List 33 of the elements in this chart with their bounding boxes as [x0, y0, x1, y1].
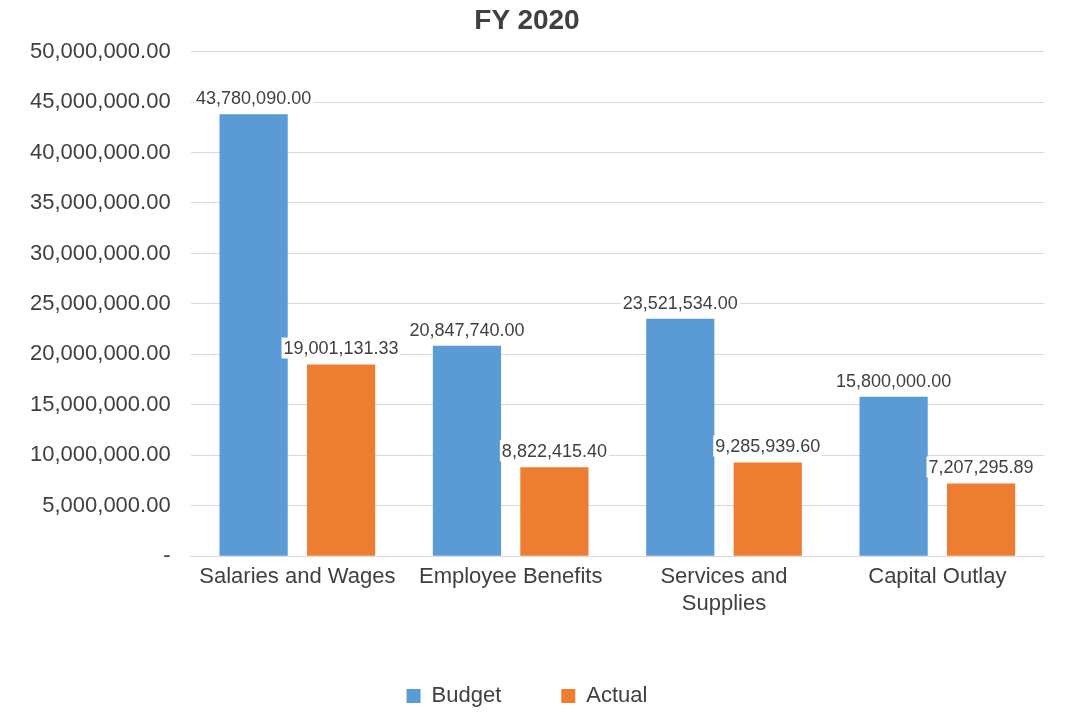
y-tick-label: 30,000,000.00 — [29, 239, 171, 265]
y-tick-label: 5,000,000.00 — [42, 491, 171, 517]
bar — [859, 396, 928, 556]
y-tick-label: 10,000,000.00 — [29, 441, 171, 467]
bar — [946, 483, 1016, 556]
data-label: 8,822,415.40 — [501, 441, 607, 462]
y-tick-label: 15,000,000.00 — [29, 390, 171, 416]
y-tick-label: 25,000,000.00 — [29, 289, 171, 315]
y-tick-label: 45,000,000.00 — [29, 88, 171, 114]
data-label: 19,001,131.33 — [283, 338, 399, 359]
y-tick-label: - — [163, 542, 171, 568]
data-label: 7,207,295.89 — [928, 457, 1034, 478]
chart-title: FY 2020 — [474, 3, 580, 35]
data-label: 43,780,090.00 — [196, 88, 312, 109]
bar — [306, 364, 376, 556]
y-tick-label: 35,000,000.00 — [29, 189, 171, 215]
y-tick-label: 20,000,000.00 — [29, 340, 171, 366]
x-tick-label: Salaries and Wages — [199, 563, 396, 589]
x-tick-label: Employee Benefits — [418, 563, 603, 589]
bar — [646, 318, 715, 556]
data-label: 9,285,939.60 — [715, 436, 821, 457]
data-label: 15,800,000.00 — [836, 370, 952, 391]
bar — [733, 462, 802, 556]
x-tick-label: Services and Supplies — [660, 563, 788, 615]
y-tick-label: 40,000,000.00 — [29, 138, 171, 164]
legend-label: Actual — [586, 682, 648, 708]
bar — [520, 467, 589, 556]
data-label: 23,521,534.00 — [622, 292, 738, 313]
bar — [432, 345, 502, 556]
data-label: 20,847,740.00 — [409, 319, 525, 340]
x-tick-label: Capital Outlay — [868, 563, 1007, 589]
y-tick-label: 50,000,000.00 — [29, 37, 171, 63]
legend-label: Budget — [431, 682, 502, 708]
